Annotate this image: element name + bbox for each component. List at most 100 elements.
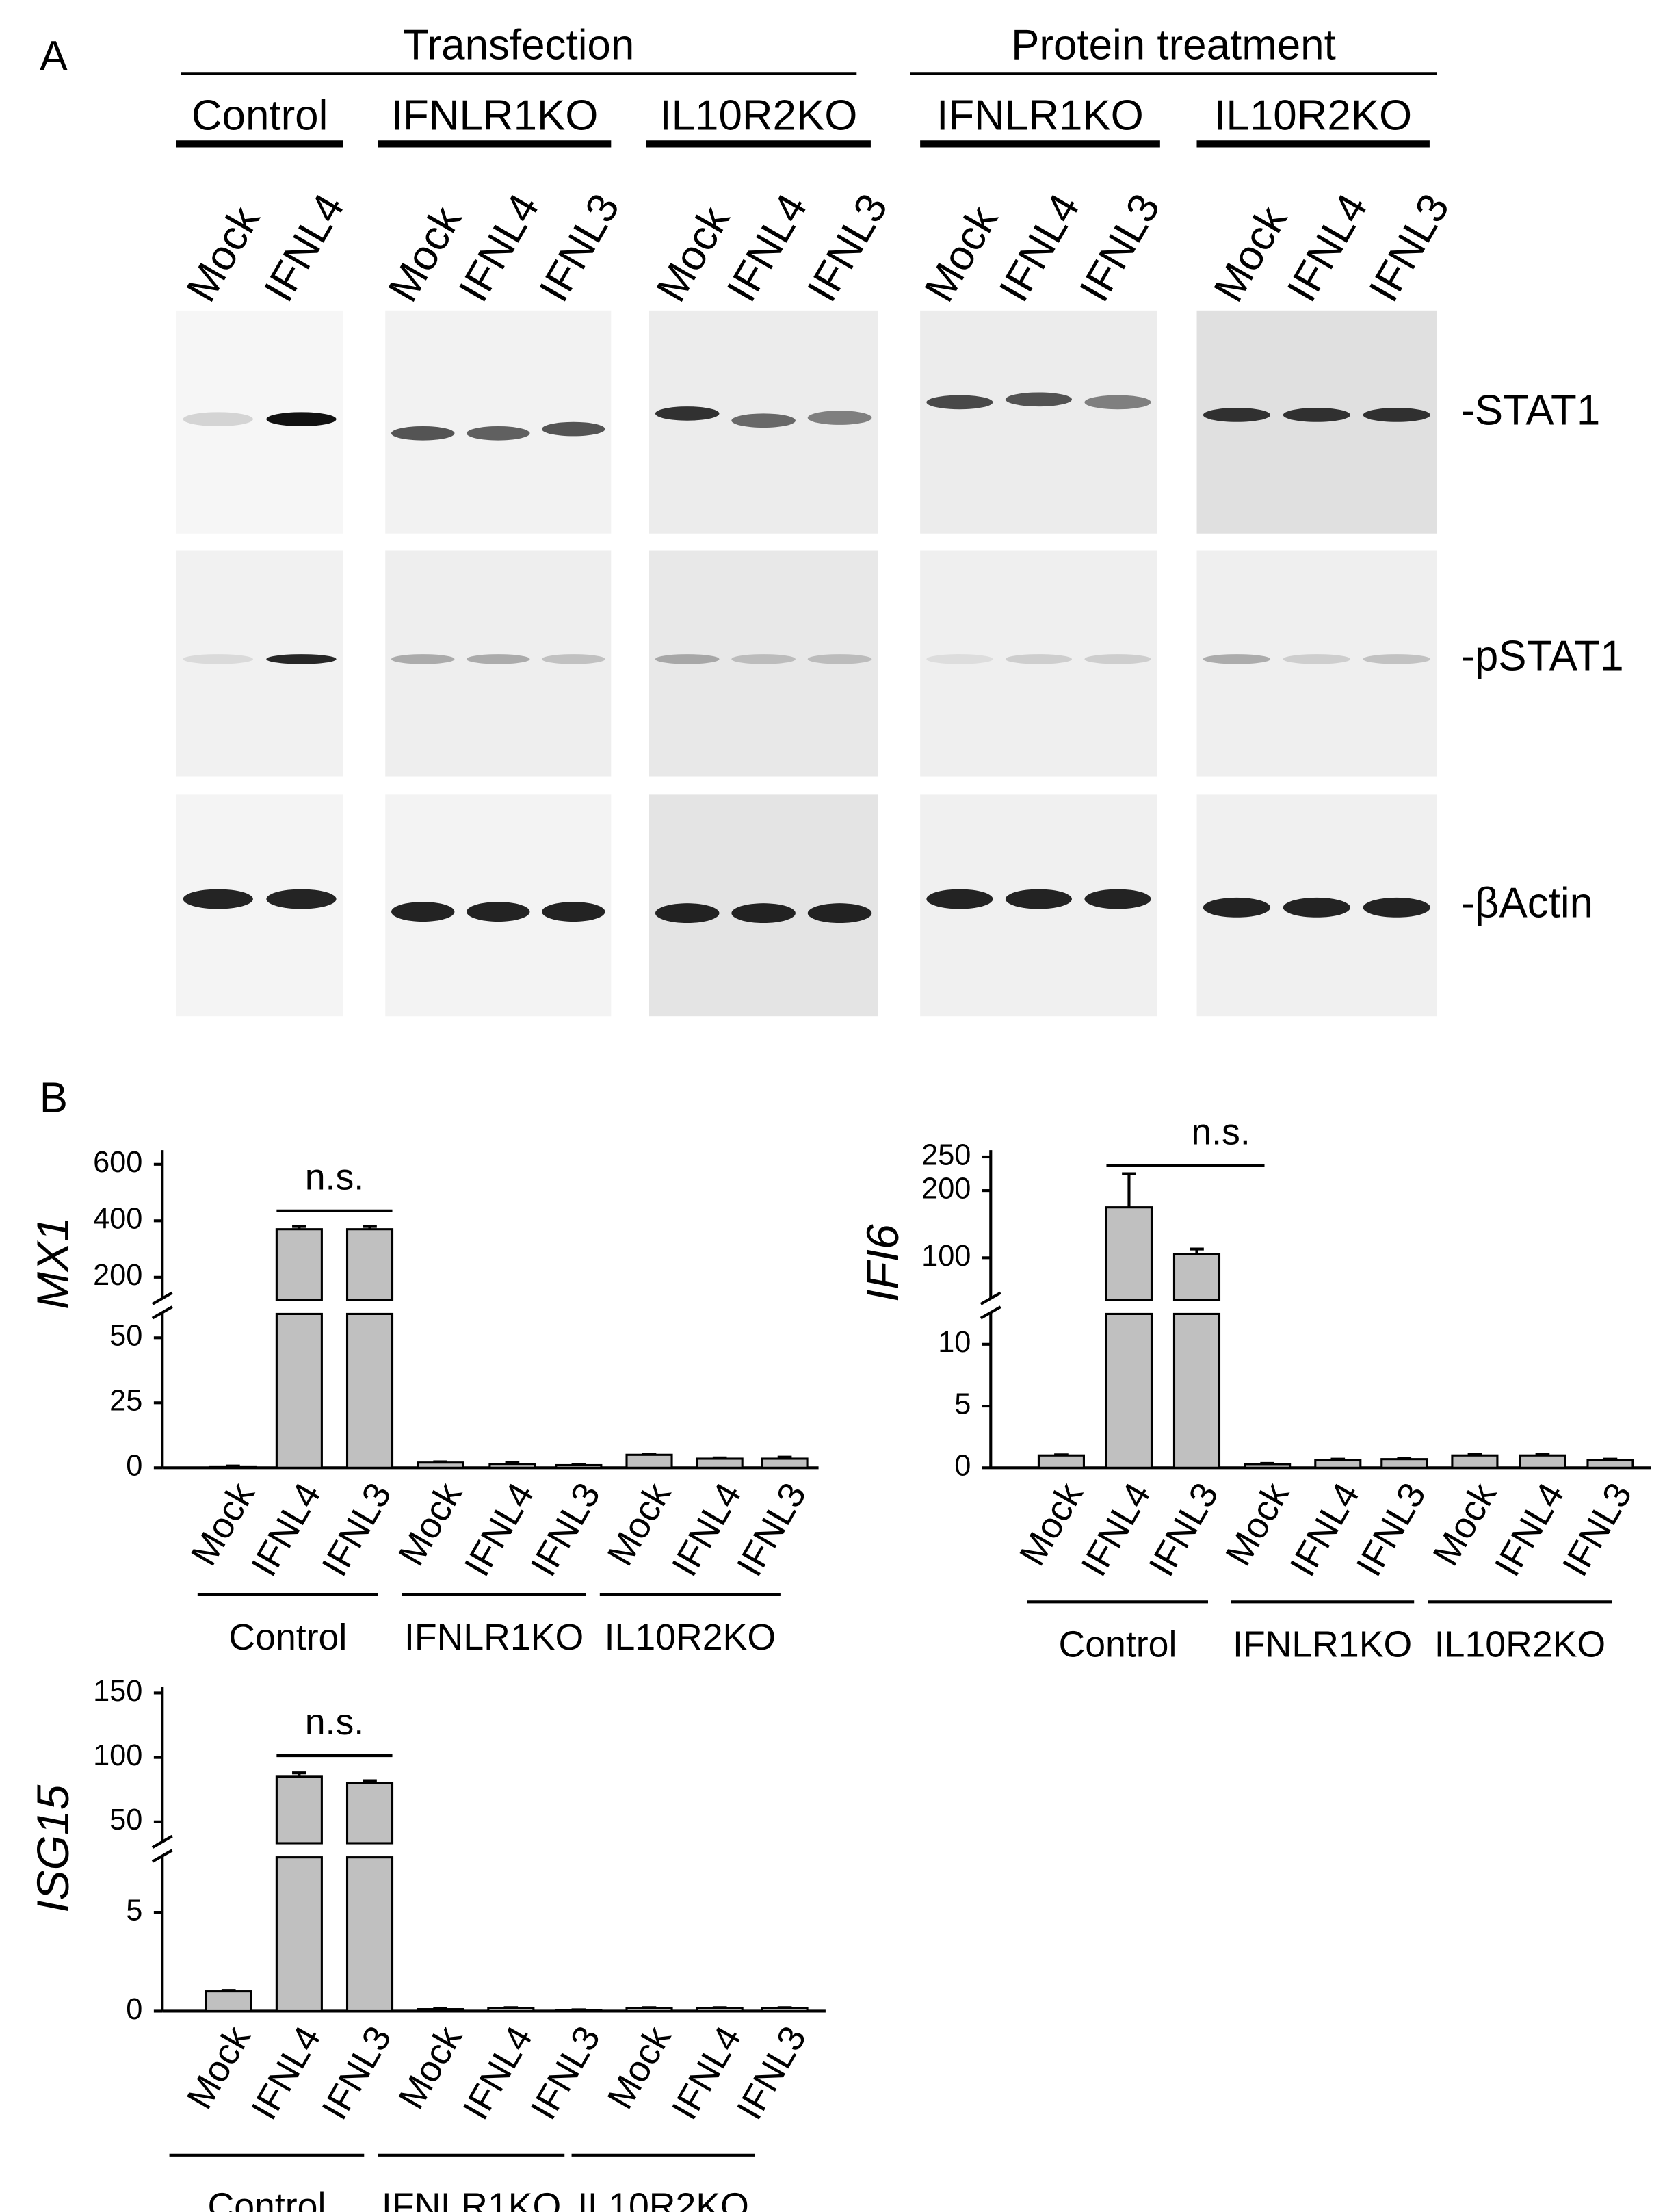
blot-band (1283, 897, 1350, 918)
y-tick-label: 150 (93, 1675, 142, 1708)
error-bar (571, 2008, 586, 2012)
axis-break (151, 1305, 173, 1320)
group-label: IFNLR1KO (1233, 1624, 1412, 1665)
blot-band (467, 426, 530, 441)
blot-band (266, 654, 337, 664)
error-bar (503, 2006, 519, 2009)
lane-label: IFNL4 (255, 186, 354, 309)
blot-band (807, 411, 872, 425)
blot-band (542, 421, 605, 437)
blot-panel (385, 550, 612, 777)
x-tick-label: IFNL4 (1282, 1476, 1367, 1583)
protein-label: -pSTAT1 (1460, 633, 1623, 680)
group-label: Control (228, 1617, 347, 1658)
blot-band (731, 413, 796, 428)
bar (275, 1775, 323, 1845)
lane-label: Mock (647, 198, 739, 309)
blot-band (926, 889, 993, 909)
x-tick-label: IFNL4 (1486, 1476, 1572, 1583)
bar (275, 1228, 323, 1301)
bar (625, 1453, 673, 1469)
lane-label: IFNL3 (1071, 186, 1169, 309)
blot-band (183, 654, 253, 664)
lane-label: IFNL4 (991, 186, 1089, 309)
y-tick-label: 600 (93, 1146, 142, 1179)
x-tick-label: IFNL3 (314, 1476, 399, 1583)
lane-label: Mock (379, 198, 471, 309)
blot-band (1203, 654, 1271, 664)
y-tick-label: 0 (954, 1450, 971, 1483)
condition-label: IFNLR1KO (936, 92, 1144, 140)
error-bar (712, 2006, 727, 2009)
y-axis-label: MX1 (27, 1216, 78, 1310)
y-tick-label: 100 (93, 1739, 142, 1772)
y-tick-label: 200 (921, 1173, 971, 1206)
error-bar (1467, 1453, 1482, 1456)
x-tick-label: IFNL4 (455, 2019, 540, 2126)
blot-band (1363, 897, 1430, 918)
blot-band (926, 395, 993, 410)
error-bar (642, 2006, 657, 2009)
y-tick-label: 25 (109, 1385, 142, 1418)
blot-band (1084, 889, 1151, 909)
error-bar (777, 2006, 792, 2009)
lane-label: IFNL3 (1360, 186, 1458, 309)
y-tick-label: 0 (126, 1450, 142, 1483)
blot-band (655, 654, 720, 664)
group-label: IFNLR1KO (404, 1617, 584, 1658)
bar (1314, 1459, 1362, 1469)
x-tick-label: IFNL4 (244, 2019, 329, 2126)
bar (345, 1782, 394, 1845)
axis-break (151, 1849, 173, 1863)
group-label: IL10R2KO (577, 2185, 748, 2212)
lane-label: Mock (915, 198, 1007, 309)
group-label: Control (1059, 1624, 1177, 1665)
bar (205, 1990, 252, 2013)
lane-label: IFNL3 (530, 186, 629, 309)
bar (1519, 1454, 1566, 1469)
error-bar (292, 1771, 306, 1777)
annotation: n.s. (305, 1702, 364, 1743)
lane-label: IFNL4 (1279, 186, 1377, 309)
group-header: Transfection (403, 21, 634, 68)
error-bar (1190, 1247, 1204, 1255)
error-bar (712, 1456, 727, 1459)
lane-label: Mock (1205, 198, 1296, 309)
blot-band (731, 903, 796, 924)
blot-band (1084, 395, 1151, 410)
blot-band (391, 902, 455, 922)
bar (345, 1312, 394, 1469)
lane-label: IFNL4 (718, 186, 817, 309)
x-tick-label: IFNL3 (523, 2019, 608, 2126)
y-tick-label: 5 (954, 1388, 971, 1420)
blot-band (542, 902, 605, 922)
blot-band (1283, 654, 1350, 664)
error-bar (1330, 1457, 1346, 1461)
x-tick-label: IFNL4 (244, 1476, 329, 1583)
blot-band (926, 654, 993, 664)
blot-panel (1196, 550, 1437, 777)
blot-band (391, 426, 455, 441)
bar (1451, 1454, 1499, 1469)
blot-band (807, 903, 872, 924)
protein-label: -βActin (1460, 880, 1593, 927)
error-bar (363, 1779, 377, 1784)
error-bar (642, 1453, 657, 1456)
blot-panel (920, 550, 1157, 777)
y-tick-label: 5 (126, 1895, 142, 1927)
y-tick-label: 250 (921, 1138, 971, 1171)
group-label: IL10R2KO (605, 1617, 776, 1658)
y-tick-label: 200 (93, 1259, 142, 1292)
blot-band (731, 654, 796, 664)
y-tick-label: 0 (126, 1993, 142, 2026)
protein-label: -STAT1 (1460, 387, 1600, 434)
condition-label: IL10R2KO (1214, 92, 1412, 140)
blot-panel (920, 310, 1157, 534)
x-tick-label: IFNL3 (314, 2019, 399, 2126)
bar (1105, 1206, 1153, 1301)
axis-break (151, 1291, 173, 1305)
lane-label: IFNL4 (450, 186, 549, 309)
y-axis-label: ISG15 (27, 1784, 78, 1912)
annotation: n.s. (305, 1157, 364, 1198)
